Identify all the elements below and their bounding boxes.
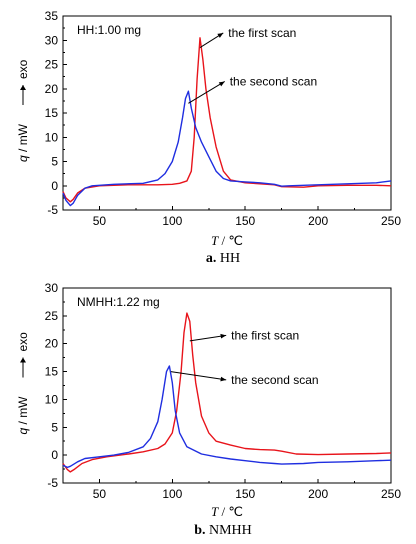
y-tick-label: 20 [45,82,59,96]
x-tick-label: 200 [308,487,328,501]
y-tick-label: 25 [45,58,59,72]
y-tick-label: 5 [51,420,58,434]
y-tick-label: 10 [45,130,59,144]
y-tick-label: 25 [45,309,59,323]
x-tick-label: 200 [308,214,328,228]
y-tick-label: 30 [45,33,59,47]
arrow-head-icon [220,376,227,382]
series-line-second-scan [62,365,392,469]
exo-arrow-icon [20,357,26,363]
x-axis-label: T / ℃ [211,504,243,519]
chart-b: -5 0 5 10 15 20 25 30 50 100 150 200 250 the first sc… [16,281,401,538]
sample-annotation: HH:1.00 mg [77,23,141,37]
exo-arrow-icon [20,85,26,90]
y-tick-label: -5 [47,203,58,217]
y-tick-label: -5 [47,476,58,490]
y-axis-label: q / mW exo [16,332,30,435]
x-axis-label: T / ℃ [211,233,243,248]
y-tick-label: 0 [51,179,58,193]
y-tick-label: 5 [51,155,58,169]
arrow-head-icon [220,333,227,339]
series-label: the first scan [228,26,296,40]
y-tick-label: 30 [45,281,59,295]
exo-label: exo [16,59,30,79]
series-line-first-scan [62,312,392,473]
x-tick-label: 150 [235,214,255,228]
series-line-second-scan [62,90,392,207]
x-tick-label: 50 [93,214,107,228]
series-label-arrow [170,371,227,381]
figure-caption: b. NMHH [194,523,252,538]
x-tick-label: 100 [162,214,182,228]
y-tick-label: 0 [51,448,58,462]
x-tick-label: 50 [93,487,107,501]
series-label: the first scan [231,328,299,342]
y-tick-label: 10 [45,392,59,406]
x-tick-label: 150 [235,487,255,501]
y-tick-label: 20 [45,337,59,351]
figure-caption: a. HH [206,251,240,266]
arrow-head-icon [218,81,225,87]
sample-annotation: NMHH:1.22 mg [77,295,160,309]
chart-a: -5 0 5 10 15 20 25 30 35 50 100 150 200 250 the first … [16,9,401,266]
svg-text:q / mW: q / mW [16,396,30,435]
series-label: the second scan [231,373,318,387]
series-line-first-scan [62,37,392,203]
series-label: the second scan [230,74,317,88]
y-axis-label: q / mW exo [16,59,30,162]
exo-label: exo [16,332,30,352]
x-tick-label: 100 [162,487,182,501]
svg-text:q / mW: q / mW [16,123,30,162]
y-tick-label: 15 [45,106,59,120]
series-label-arrow [188,81,225,104]
x-tick-label: 250 [381,487,401,501]
x-tick-label: 250 [381,214,401,228]
arrow-head-icon [217,32,224,38]
series-label-arrow [189,334,227,342]
y-tick-label: 15 [45,365,59,379]
plot-frame [62,15,392,211]
y-tick-label: 35 [45,9,59,23]
